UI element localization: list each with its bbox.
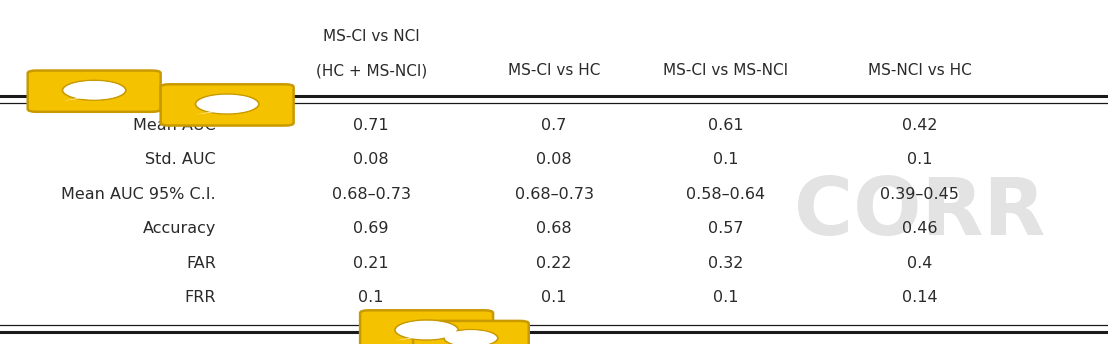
Text: 0.1: 0.1 bbox=[906, 152, 933, 168]
Text: 0.58–0.64: 0.58–0.64 bbox=[686, 187, 766, 202]
FancyBboxPatch shape bbox=[161, 84, 294, 126]
Text: 0.39–0.45: 0.39–0.45 bbox=[880, 187, 960, 202]
Circle shape bbox=[195, 94, 259, 114]
FancyBboxPatch shape bbox=[28, 71, 161, 112]
Text: MS-CI vs NCI: MS-CI vs NCI bbox=[322, 29, 420, 44]
Text: 0.42: 0.42 bbox=[902, 118, 937, 133]
Text: 0.68–0.73: 0.68–0.73 bbox=[514, 187, 594, 202]
Text: 0.32: 0.32 bbox=[708, 256, 743, 271]
Text: Accuracy: Accuracy bbox=[143, 221, 216, 236]
FancyBboxPatch shape bbox=[413, 321, 529, 344]
Text: 0.14: 0.14 bbox=[902, 290, 937, 305]
Text: 0.21: 0.21 bbox=[353, 256, 389, 271]
Text: 0.1: 0.1 bbox=[541, 290, 567, 305]
Polygon shape bbox=[444, 342, 479, 344]
Text: MS-CI vs HC: MS-CI vs HC bbox=[507, 63, 601, 78]
Text: MS-NCI vs HC: MS-NCI vs HC bbox=[868, 63, 972, 78]
Text: Mean AUC: Mean AUC bbox=[133, 118, 216, 133]
Text: 0.46: 0.46 bbox=[902, 221, 937, 236]
Circle shape bbox=[394, 320, 459, 340]
Text: 0.61: 0.61 bbox=[708, 118, 743, 133]
Circle shape bbox=[197, 95, 257, 113]
Polygon shape bbox=[195, 109, 236, 115]
Polygon shape bbox=[394, 335, 435, 341]
Text: 0.08: 0.08 bbox=[536, 152, 572, 168]
Text: 0.08: 0.08 bbox=[353, 152, 389, 168]
Text: Std. AUC: Std. AUC bbox=[145, 152, 216, 168]
Text: 0.68: 0.68 bbox=[536, 221, 572, 236]
Text: FAR: FAR bbox=[186, 256, 216, 271]
Text: Mean AUC 95% C.I.: Mean AUC 95% C.I. bbox=[61, 187, 216, 202]
Text: 0.57: 0.57 bbox=[708, 221, 743, 236]
Text: 0.1: 0.1 bbox=[712, 152, 739, 168]
Circle shape bbox=[445, 330, 496, 344]
Text: 0.71: 0.71 bbox=[353, 118, 389, 133]
Polygon shape bbox=[62, 95, 103, 101]
Circle shape bbox=[64, 81, 124, 99]
FancyBboxPatch shape bbox=[360, 310, 493, 344]
Text: 0.69: 0.69 bbox=[353, 221, 389, 236]
Text: 0.4: 0.4 bbox=[907, 256, 932, 271]
Circle shape bbox=[397, 321, 456, 339]
Text: 0.1: 0.1 bbox=[712, 290, 739, 305]
Text: 0.22: 0.22 bbox=[536, 256, 572, 271]
Text: 0.1: 0.1 bbox=[358, 290, 384, 305]
Circle shape bbox=[62, 80, 126, 100]
Text: CORR: CORR bbox=[794, 174, 1045, 252]
Text: (HC + MS-NCI): (HC + MS-NCI) bbox=[316, 63, 427, 78]
Text: FRR: FRR bbox=[185, 290, 216, 305]
Text: MS-CI vs MS-NCI: MS-CI vs MS-NCI bbox=[664, 63, 788, 78]
Text: 0.68–0.73: 0.68–0.73 bbox=[331, 187, 411, 202]
Text: 0.7: 0.7 bbox=[542, 118, 566, 133]
Circle shape bbox=[444, 330, 497, 344]
